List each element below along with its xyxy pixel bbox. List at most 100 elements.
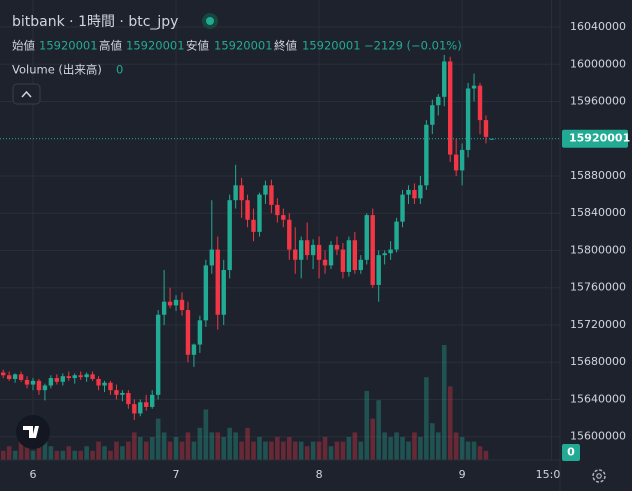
volume-bar: [120, 446, 125, 460]
y-tick-label: 15800000: [570, 243, 626, 256]
volume-bar: [215, 432, 221, 460]
candle-body: [221, 270, 226, 315]
ohlc-value: 15920001: [126, 39, 185, 53]
ohlc-value: 15920001: [39, 39, 98, 53]
volume-bar: [286, 437, 292, 460]
volume-bar: [483, 450, 489, 460]
volume-bar: [263, 441, 268, 460]
y-tick-label: 15880000: [570, 169, 626, 182]
volume-bar: [447, 386, 453, 460]
volume-bar: [418, 437, 423, 460]
logo: [16, 415, 50, 449]
candle-body: [66, 376, 71, 379]
volume-bar: [358, 441, 364, 460]
volume-bar: [30, 450, 36, 460]
candle-body: [72, 375, 77, 379]
candle-body: [1, 372, 6, 376]
candle-body: [96, 378, 101, 386]
volume-bar: [298, 441, 304, 460]
volume-bar: [185, 432, 191, 460]
volume-bar: [54, 450, 60, 460]
candle-body: [257, 194, 262, 232]
volume-bar: [376, 400, 381, 460]
candle-body: [78, 375, 83, 378]
gear[interactable]: [592, 469, 606, 483]
volume-bar: [0, 450, 6, 460]
candle-body: [227, 200, 232, 271]
volume-bar: [370, 418, 376, 460]
x-tick-label: 7: [173, 468, 180, 481]
volume-bar: [382, 432, 387, 460]
candle-body: [150, 394, 155, 407]
volume-bar: [328, 446, 334, 460]
candle-body: [48, 378, 54, 386]
volume-label: Volume (出来高): [12, 63, 102, 77]
candle-body: [18, 374, 24, 380]
chevron[interactable]: [21, 90, 32, 98]
y-tick-label: 16000000: [570, 57, 626, 70]
volume-bar: [203, 409, 209, 460]
volume-bar: [334, 441, 340, 460]
candle-body: [12, 374, 18, 379]
ohlc-label: 安値: [186, 39, 209, 53]
volume-bar: [340, 441, 346, 460]
volume-bar: [227, 427, 232, 460]
volume-value: 0: [116, 63, 123, 77]
candle-body: [430, 105, 435, 125]
candle-body: [376, 255, 381, 285]
candle-body: [155, 314, 161, 395]
y-tick-label: 15680000: [570, 355, 626, 368]
candle-body: [364, 215, 369, 260]
candle-body: [173, 299, 179, 306]
candle-body: [352, 240, 358, 271]
volume-bar: [406, 441, 411, 460]
volume-bar: [251, 441, 256, 460]
volume-bar: [179, 441, 185, 460]
candle-body: [185, 310, 191, 355]
volume-bar: [221, 437, 227, 460]
candle-body: [233, 185, 238, 201]
volume-bar: [48, 446, 54, 460]
button-frame[interactable]: [12, 83, 41, 105]
candle-body: [126, 392, 131, 405]
volume-bar: [173, 437, 179, 460]
y-tick-label: 15640000: [570, 392, 626, 405]
candle-body: [120, 392, 125, 395]
candle-body: [144, 402, 149, 407]
volume-bar: [292, 441, 298, 460]
candle-body: [251, 219, 256, 232]
volume-bar: [12, 450, 18, 460]
candle-body: [84, 374, 89, 378]
gear-hub[interactable]: [596, 473, 602, 479]
status-dot: [206, 17, 214, 25]
candle-body: [453, 154, 459, 171]
candle-body: [471, 85, 477, 89]
collapse-button[interactable]: [12, 83, 41, 105]
candle-body: [406, 189, 411, 195]
candle-body: [334, 244, 340, 250]
candle-body: [346, 240, 352, 272]
volume-bar: [435, 432, 441, 460]
volume-bar: [430, 423, 435, 460]
ohlc-value: 15920001: [214, 39, 273, 53]
settings-button[interactable]: [592, 469, 606, 483]
volume-bar: [394, 432, 399, 460]
candle-body: [90, 374, 95, 379]
candle-body: [215, 249, 220, 315]
volume-bar: [84, 446, 89, 460]
candle-body: [6, 375, 12, 379]
volume-bar: [126, 441, 131, 460]
candle-body: [108, 382, 113, 391]
volume-bar: [245, 427, 250, 460]
y-tick-label: 15840000: [570, 206, 626, 219]
x-tick-label: 15:00: [536, 468, 568, 481]
volume-bar: [281, 441, 286, 460]
volume-bar: [441, 345, 447, 460]
last-price-label: 15920001: [569, 132, 630, 145]
y-tick-label: 15960000: [570, 94, 626, 107]
volume-bar: [471, 441, 477, 460]
volume-bar: [316, 441, 322, 460]
